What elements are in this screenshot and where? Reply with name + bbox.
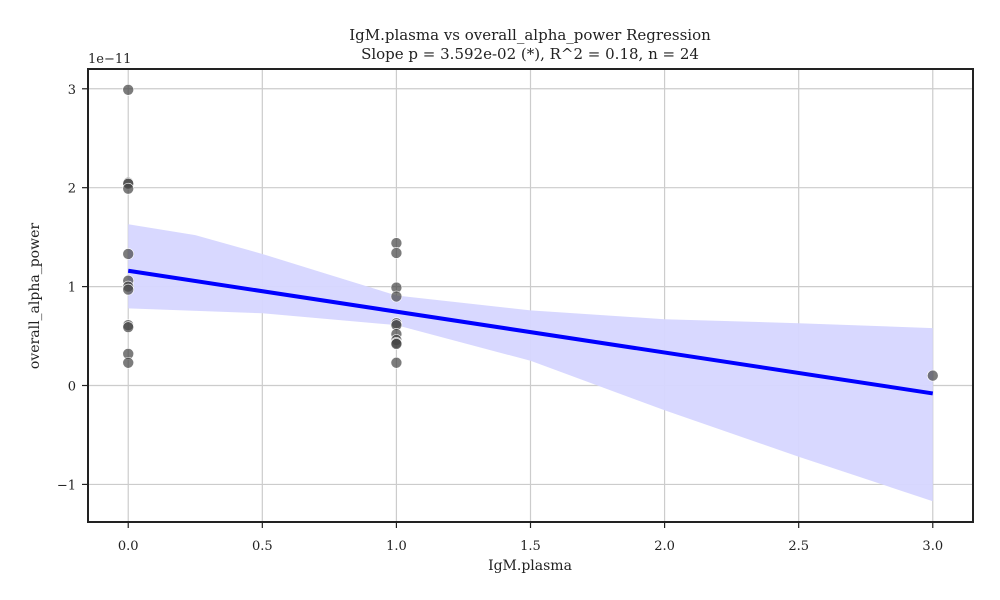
- y-axis-ticks: −1 0 1 2 3: [57, 83, 88, 493]
- x-tick-label: 3.0: [922, 539, 943, 554]
- regression-line-layer: [127, 268, 934, 396]
- data-point: [122, 283, 135, 296]
- x-tick-label: 0.0: [118, 539, 139, 554]
- data-point: [390, 290, 403, 303]
- y-tick-label: 1: [68, 281, 76, 296]
- x-tick-label: 1.0: [386, 539, 407, 554]
- data-point: [122, 182, 135, 195]
- y-axis-label: overall_alpha_power: [27, 223, 43, 369]
- x-tick-label: 0.5: [252, 539, 273, 554]
- regression-line: [127, 268, 934, 396]
- x-tick-label: 1.5: [520, 539, 541, 554]
- y-axis-offset-label: 1e−11: [88, 52, 131, 67]
- data-point: [390, 338, 403, 350]
- x-tick-label: 2.0: [654, 539, 675, 554]
- y-tick-label: 0: [68, 380, 76, 395]
- data-point: [122, 356, 135, 369]
- chart-title: IgM.plasma vs overall_alpha_power Regres…: [349, 26, 711, 44]
- data-point: [122, 83, 135, 96]
- confidence-band: [128, 224, 933, 502]
- y-tick-label: 3: [68, 83, 76, 98]
- data-point: [390, 247, 403, 259]
- data-point: [390, 237, 403, 249]
- confidence-band-layer: [128, 224, 933, 502]
- scatter-points: [122, 83, 939, 382]
- data-point: [390, 356, 403, 369]
- y-tick-label: 2: [68, 182, 76, 197]
- x-tick-label: 2.5: [788, 539, 809, 554]
- data-point: [122, 248, 135, 260]
- data-point: [122, 321, 135, 333]
- y-tick-label: −1: [57, 478, 76, 493]
- x-axis-ticks: 0.0 0.5 1.0 1.5 2.0 2.5 3.0: [118, 522, 943, 554]
- x-axis-label: IgM.plasma: [488, 558, 572, 574]
- data-point: [926, 369, 939, 382]
- chart-subtitle: Slope p = 3.592e-02 (*), R^2 = 0.18, n =…: [361, 45, 699, 63]
